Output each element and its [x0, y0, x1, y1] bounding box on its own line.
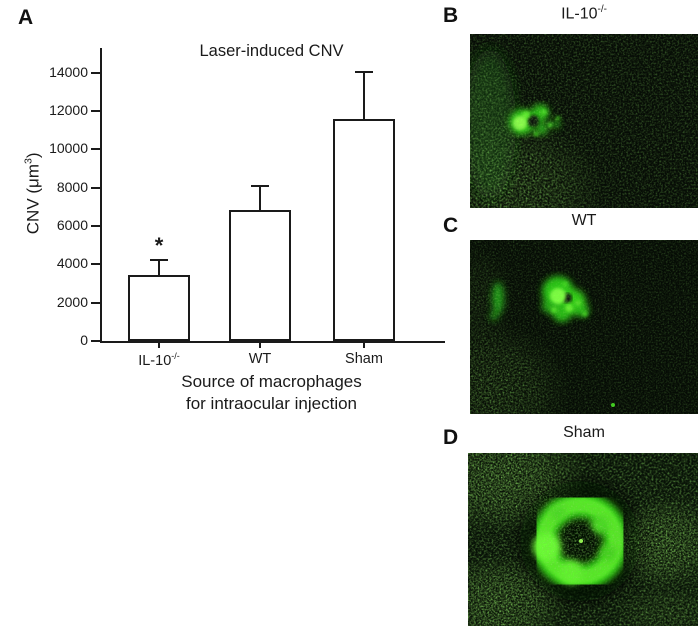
- x-axis-label: Source of macrophages for intraocular in…: [100, 371, 443, 415]
- x-axis-tick: [158, 341, 160, 348]
- category-label-il-10: IL-10-/-: [104, 351, 214, 369]
- micrograph-title-il10: IL-10-/-: [470, 4, 698, 23]
- y-axis-tick: [91, 148, 100, 151]
- y-axis-tick: [91, 71, 100, 74]
- x-axis-label-line1: Source of macrophages: [181, 372, 362, 391]
- chart-title: Laser-induced CNV: [199, 42, 344, 60]
- micrograph-sham-cnv-lesion: [468, 453, 698, 626]
- micrograph-title-il10-sup: -/-: [597, 4, 607, 15]
- error-bar: [158, 259, 160, 275]
- x-axis-tick: [363, 341, 365, 348]
- y-axis-tick-label: 0: [80, 332, 88, 348]
- x-axis-label-line2: for intraocular injection: [185, 394, 358, 413]
- y-axis-tick: [91, 110, 100, 113]
- category-label-text: WT: [248, 351, 272, 367]
- micrograph-title-il10-text: IL-10: [561, 5, 598, 23]
- category-label-sham: Sham: [309, 351, 419, 367]
- category-label-text: IL-10: [138, 352, 172, 369]
- error-bar-cap: [251, 184, 269, 187]
- bar-il-10: [128, 274, 190, 341]
- micrograph-title-sham: Sham: [563, 424, 605, 441]
- plot-area: 0 2000 4000 6000 8000 10000 12000 14000 * IL-10-/…: [49, 48, 445, 369]
- category-label-sup: -/-: [171, 351, 180, 361]
- category-label-text: Sham: [345, 351, 383, 367]
- bar-wt: [229, 209, 291, 341]
- error-bar: [259, 185, 261, 210]
- bar-sham: [333, 118, 395, 341]
- y-axis-tick: [91, 340, 100, 342]
- y-axis-tick-label: 2000: [56, 293, 88, 310]
- y-axis-label-sup: 3: [22, 158, 35, 164]
- x-axis-tick: [259, 341, 261, 348]
- error-bar-cap: [150, 258, 168, 261]
- y-axis-tick-label: 4000: [56, 255, 88, 272]
- y-axis-tick: [91, 186, 100, 189]
- micrograph-il10-cnv-lesion: [470, 34, 698, 208]
- error-bar-cap: [355, 70, 373, 73]
- significance-marker: *: [154, 232, 164, 258]
- category-label-wt: WT: [205, 351, 315, 367]
- y-axis-tick-label: 6000: [56, 217, 88, 234]
- micrograph-wt-cnv-lesion: [470, 240, 698, 414]
- micrograph-title-wt: WT: [571, 212, 597, 229]
- panel-label-a: A: [18, 6, 34, 29]
- error-bar: [363, 71, 365, 119]
- panel-label-c: C: [443, 214, 459, 237]
- panel-label-d: D: [443, 426, 459, 449]
- y-axis-tick: [91, 263, 100, 266]
- y-axis-tick-label: 8000: [56, 178, 88, 195]
- y-axis-tick-label: 14000: [49, 63, 88, 80]
- y-axis-tick: [91, 225, 100, 228]
- panel-label-b: B: [443, 4, 459, 27]
- y-axis-tick: [91, 301, 100, 304]
- y-axis-tick-label: 12000: [49, 102, 88, 119]
- y-axis-tick-label: 10000: [49, 140, 88, 157]
